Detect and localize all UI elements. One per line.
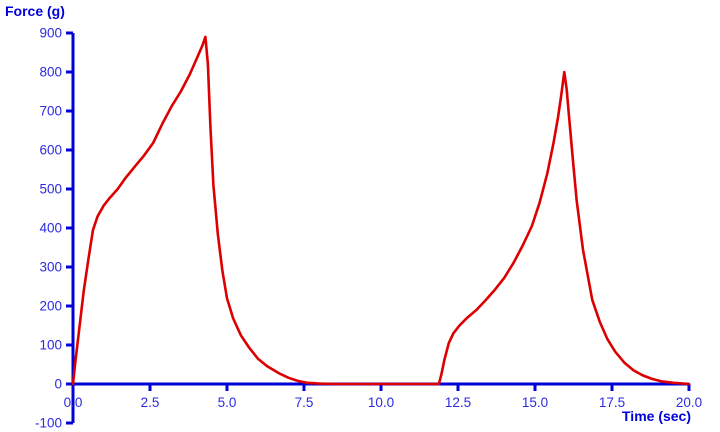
- x-tick-label: 12.5: [445, 395, 471, 410]
- y-tick-label: 600: [39, 143, 62, 158]
- y-tick-label: 300: [39, 260, 62, 275]
- x-axis-title: Time (sec): [622, 408, 691, 424]
- y-tick-label: 700: [39, 104, 62, 119]
- x-tick-label: 10.0: [368, 395, 394, 410]
- x-tick-label: 0.0: [64, 395, 83, 410]
- y-tick-label: 200: [39, 299, 62, 314]
- force-curve: [71, 35, 691, 386]
- y-tick-label: 500: [39, 182, 62, 197]
- x-tick-label: 2.5: [141, 395, 160, 410]
- x-tick-label: 5.0: [218, 395, 237, 410]
- y-tick-label: 0: [54, 377, 62, 392]
- y-axis-title: Force (g): [5, 3, 65, 19]
- y-tick-label: -100: [35, 416, 62, 431]
- x-tick-label: 17.5: [599, 395, 625, 410]
- y-tick-label: 800: [39, 65, 62, 80]
- x-tick-label: 20.0: [676, 395, 702, 410]
- y-tick-label: 900: [39, 26, 62, 41]
- y-tick-label: 400: [39, 221, 62, 236]
- x-tick-label: 7.5: [295, 395, 314, 410]
- x-tick-label: 15.0: [522, 395, 548, 410]
- y-tick-label: 100: [39, 338, 62, 353]
